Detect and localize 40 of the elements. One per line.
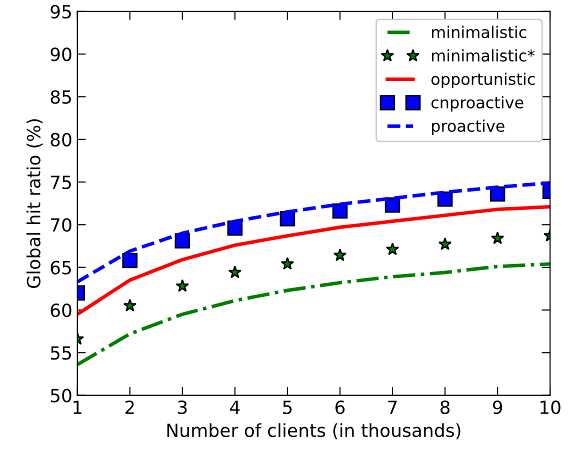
y-tick-label: 75 — [51, 176, 71, 190]
legend-label: opportunistic — [431, 72, 535, 88]
legend-label: minimalistic — [432, 26, 526, 38]
x-tick-label: 10 — [540, 400, 560, 414]
point — [280, 256, 294, 270]
line-series — [77, 262, 550, 366]
line-series — [77, 205, 550, 316]
x-tick-label: 5 — [283, 400, 292, 414]
x-tick-label: 6 — [335, 400, 345, 414]
y-tick-label: 65 — [50, 260, 71, 274]
line-series — [77, 181, 550, 284]
y-tick-label: 95 — [50, 4, 71, 19]
x-tick-label: 9 — [492, 400, 502, 414]
y-tick-label: 85 — [50, 90, 71, 104]
point — [490, 231, 504, 244]
legend-label: proactive — [432, 120, 504, 136]
y-tick-label: 70 — [51, 218, 72, 232]
legend-label: minimalistic* — [432, 49, 535, 62]
point — [123, 298, 137, 312]
point — [386, 242, 400, 256]
point — [228, 266, 242, 278]
x-tick-label: 7 — [388, 400, 397, 414]
y-tick-label: 50 — [50, 388, 72, 402]
y-tick-label: 80 — [50, 132, 72, 146]
point — [280, 211, 296, 226]
point — [438, 237, 452, 250]
x-tick-label: 4 — [230, 400, 240, 414]
x-tick-label: 8 — [440, 400, 450, 414]
point — [176, 279, 190, 292]
legend-label: cnproactive — [431, 96, 524, 112]
x-tick-label: 3 — [178, 400, 187, 414]
x-tick-label: 2 — [125, 400, 134, 414]
x-tick-label: 1 — [74, 400, 82, 414]
y-tick-label: 90 — [50, 48, 72, 62]
point — [333, 248, 347, 262]
y-axis-title: Global hit ratio (%) — [26, 119, 43, 288]
y-tick-label: 60 — [50, 303, 72, 318]
x-axis-title: Number of clients (in thousands) — [167, 423, 460, 440]
point — [122, 252, 138, 268]
y-tick-label: 55 — [50, 346, 71, 360]
